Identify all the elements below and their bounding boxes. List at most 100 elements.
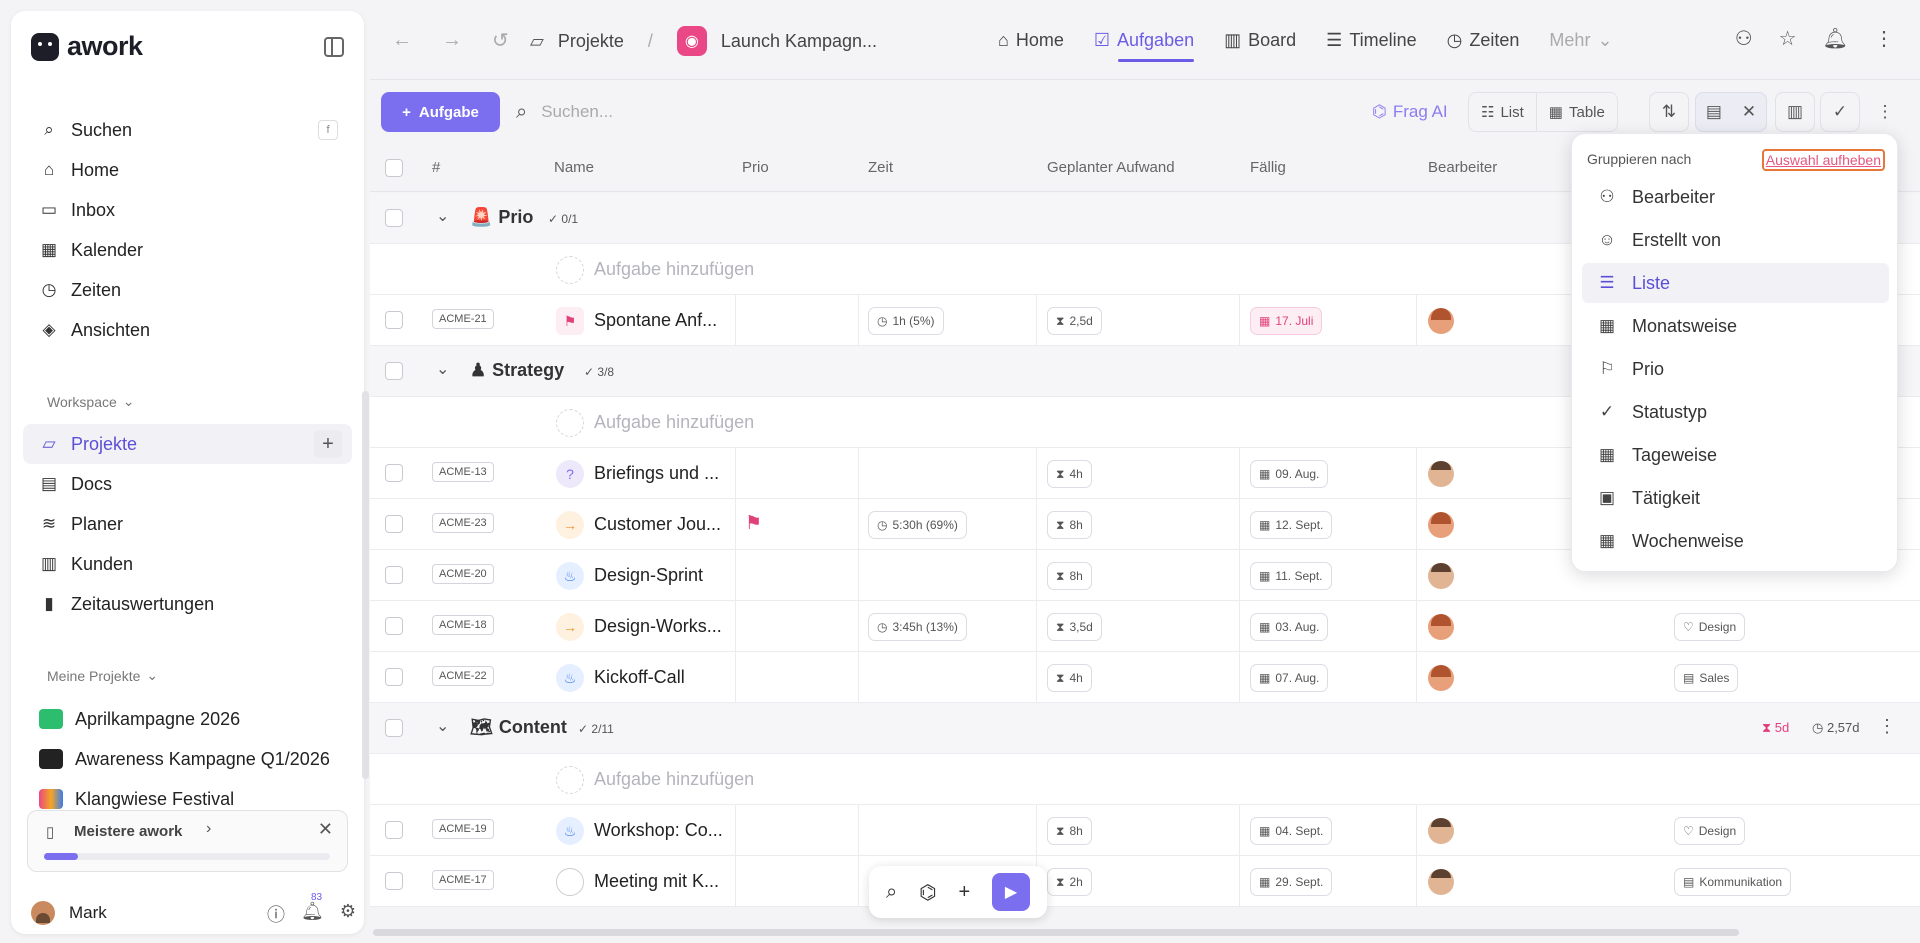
effort-chip[interactable]: ⧗ 8h [1047, 817, 1092, 845]
add-task-row[interactable]: Aufgabe hinzufügen [370, 754, 1920, 805]
activity-tag[interactable]: ♡ Design [1674, 817, 1746, 845]
effort-chip[interactable]: ⧗ 2,5d [1047, 307, 1102, 335]
onboarding-card[interactable]: ▯ Meistere awork › ✕ [27, 810, 348, 872]
project-item[interactable]: Klangwiese Festival [23, 779, 352, 819]
column-header[interactable]: Fällig [1250, 159, 1286, 176]
prio-flag-icon[interactable]: ⚑ [745, 513, 763, 534]
group-option-priority[interactable]: ⚐ Prio [1582, 349, 1889, 389]
sidebar-item-clients[interactable]: ▥ Kunden [23, 544, 352, 584]
column-header[interactable]: Zeit [868, 159, 894, 176]
task-name[interactable]: Workshop: Co... [594, 820, 723, 840]
back-arrow-icon[interactable]: ← [392, 29, 412, 51]
sidebar-item-times[interactable]: ◷ Zeiten [23, 270, 352, 310]
group-option-activity[interactable]: ▣ Tätigkeit [1582, 478, 1889, 518]
activity-tag[interactable]: ▤ Sales [1674, 664, 1739, 692]
chevron-down-icon[interactable]: ⌄ [436, 361, 450, 378]
due-chip[interactable]: ▦ 07. Aug. [1250, 664, 1329, 692]
row-checkbox[interactable] [385, 515, 403, 533]
notifications-icon[interactable]: 🔔︎ 83 [301, 892, 324, 921]
clear-group-icon[interactable]: ✕ [1741, 102, 1757, 121]
time-chip[interactable]: ◷ 3:45h (13%) [868, 613, 967, 641]
due-chip[interactable]: ▦ 09. Aug. [1250, 460, 1329, 488]
avatar[interactable] [1428, 818, 1454, 844]
forward-arrow-icon[interactable]: → [442, 29, 462, 51]
more-vertical-icon[interactable]: ⋮ [1874, 28, 1894, 50]
due-chip[interactable]: ▦ 04. Sept. [1250, 817, 1333, 845]
avatar[interactable] [1428, 665, 1454, 691]
time-chip[interactable]: ◷ 1h (5%) [868, 307, 944, 335]
task-name[interactable]: Design-Works... [594, 616, 722, 636]
avatar[interactable] [1428, 308, 1454, 334]
row-checkbox[interactable] [385, 719, 403, 737]
sidebar-item-docs[interactable]: ▤ Docs [23, 464, 352, 504]
table-row[interactable]: ACME-19 ♨ Workshop: Co... ⧗ 8h ▦ 04. Sept.… [370, 805, 1920, 856]
row-checkbox[interactable] [385, 617, 403, 635]
effort-chip[interactable]: ⧗ 2h [1047, 868, 1092, 896]
project-name[interactable]: Launch Kampagn... [720, 30, 878, 51]
sidebar-item-home[interactable]: ⌂ Home [23, 150, 352, 190]
plus-icon[interactable]: + [958, 880, 971, 903]
group-option-created-by[interactable]: ☺ Erstellt von [1582, 220, 1889, 260]
tab-times[interactable]: ◷ Zeiten [1447, 26, 1520, 54]
settings-icon[interactable]: ⚙ [339, 901, 356, 921]
my-projects-section-toggle[interactable]: Meine Projekte ⌄ [47, 667, 158, 684]
add-task-placeholder[interactable]: Aufgabe hinzufügen [594, 769, 755, 789]
add-task-placeholder[interactable]: Aufgabe hinzufügen [594, 412, 755, 432]
row-checkbox[interactable] [385, 311, 403, 329]
task-name[interactable]: Customer Jou... [594, 514, 722, 534]
avatar[interactable] [1428, 869, 1454, 895]
task-name[interactable]: Spontane Anf... [594, 310, 718, 330]
flame-icon[interactable]: ♨ [556, 817, 584, 845]
group-option-daily[interactable]: ▦ Tageweise [1582, 435, 1889, 475]
arrow-right-icon[interactable]: → [556, 613, 584, 641]
row-checkbox[interactable] [385, 668, 403, 686]
star-icon[interactable]: ☆ [1778, 28, 1797, 50]
effort-chip[interactable]: ⧗ 4h [1047, 460, 1092, 488]
column-header[interactable]: Prio [742, 159, 769, 176]
due-chip[interactable]: ▦ 17. Juli [1250, 307, 1323, 335]
columns-button[interactable]: ▥ [1775, 92, 1815, 132]
group-option-status-type[interactable]: ✓ Statustyp [1582, 392, 1889, 432]
close-icon[interactable]: ✕ [317, 819, 333, 839]
sidebar-item-search[interactable]: ⌕ Suchen f [23, 110, 352, 150]
effort-chip[interactable]: ⧗ 3,5d [1047, 613, 1102, 641]
due-chip[interactable]: ▦ 03. Aug. [1250, 613, 1329, 641]
tab-home[interactable]: ⌂ Home [998, 26, 1064, 54]
add-task-button[interactable]: + Aufgabe [381, 92, 500, 132]
search-icon[interactable]: ⌕ [885, 880, 898, 903]
bell-icon[interactable]: 🔔︎ [1822, 28, 1848, 50]
add-task-placeholder[interactable]: Aufgabe hinzufügen [594, 259, 755, 279]
project-item[interactable]: Awareness Kampagne Q1/2026 [23, 739, 352, 779]
sort-button[interactable]: ⇅ [1649, 92, 1689, 132]
sidebar-item-views[interactable]: ◈ Ansichten [23, 310, 352, 350]
awork-logo[interactable]: awork [31, 31, 143, 62]
avatar[interactable] [1428, 512, 1454, 538]
sidebar-item-calendar[interactable]: ▦ Kalender [23, 230, 352, 270]
column-header[interactable]: # [432, 159, 441, 176]
add-project-button[interactable]: + [314, 430, 342, 458]
effort-chip[interactable]: ⧗ 4h [1047, 664, 1092, 692]
table-row[interactable]: ACME-18 → Design-Works... ◷ 3:45h (13%) ⧗… [370, 601, 1920, 652]
breadcrumb-root[interactable]: Projekte [557, 30, 624, 51]
group-by-button[interactable]: ▤ ✕ [1695, 92, 1767, 132]
group-option-weekly[interactable]: ▦ Wochenweise [1582, 521, 1889, 561]
tab-more[interactable]: Mehr ⌄ [1549, 26, 1612, 54]
time-chip[interactable]: ◷ 5:30h (69%) [868, 511, 967, 539]
clear-selection-link[interactable]: Auswahl aufheben [1761, 149, 1885, 171]
add-member-icon[interactable]: ⚇ [1734, 28, 1753, 50]
sidebar-item-projects[interactable]: ▱ Projekte + [23, 424, 352, 464]
effort-chip[interactable]: ⧗ 8h [1047, 562, 1092, 590]
tab-board[interactable]: ▥ Board [1224, 26, 1296, 54]
group-option-list[interactable]: ☰ Liste [1582, 263, 1889, 303]
sidebar-scrollbar[interactable] [362, 391, 369, 779]
empty-status-icon[interactable] [556, 868, 584, 896]
help-icon[interactable]: ⓘ [267, 905, 285, 925]
workspace-section-toggle[interactable]: Workspace ⌄ [47, 393, 135, 410]
task-name[interactable]: Design-Sprint [594, 565, 704, 585]
flame-icon[interactable]: ♨ [556, 562, 584, 590]
avatar[interactable] [31, 901, 55, 925]
column-header[interactable]: Name [554, 159, 595, 176]
row-checkbox[interactable] [385, 566, 403, 584]
task-name[interactable]: Meeting mit K... [594, 871, 720, 891]
flame-icon[interactable]: ♨ [556, 664, 584, 692]
